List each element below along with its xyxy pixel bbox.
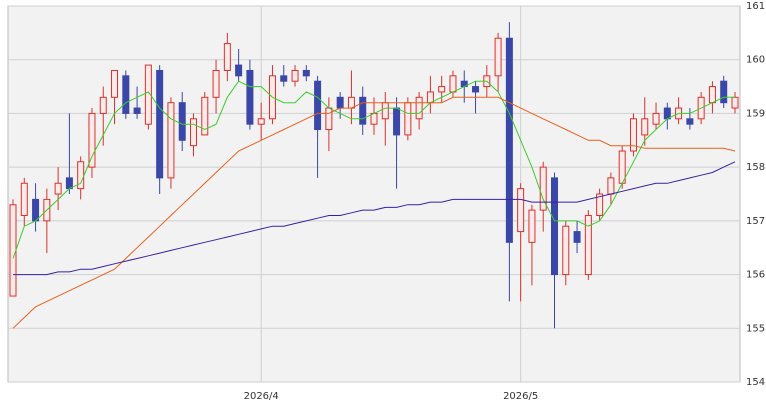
candle-body bbox=[663, 107, 671, 120]
candle-body bbox=[731, 96, 739, 109]
candle-body bbox=[404, 102, 412, 136]
y-tick-label: 156 bbox=[746, 270, 765, 281]
candle-body bbox=[88, 112, 96, 168]
candle-body bbox=[551, 177, 558, 276]
candle-body bbox=[99, 96, 107, 114]
candle-body bbox=[144, 64, 152, 125]
candle-body bbox=[562, 225, 570, 276]
candle-body bbox=[9, 204, 17, 297]
candle-body bbox=[302, 69, 310, 77]
candle-body bbox=[415, 96, 423, 120]
candle-body bbox=[314, 80, 322, 131]
candle-body bbox=[347, 96, 355, 109]
candle-body bbox=[584, 214, 592, 276]
candle-body bbox=[573, 231, 581, 243]
candle-body bbox=[20, 182, 28, 216]
y-tick-label: 160 bbox=[746, 55, 765, 66]
x-tick-label: 2026/5 bbox=[503, 391, 538, 402]
plot-area bbox=[7, 5, 741, 383]
candle-body bbox=[336, 96, 344, 109]
candle-body bbox=[494, 37, 502, 77]
candle-body bbox=[629, 118, 637, 152]
y-tick-label: 154 bbox=[746, 377, 765, 388]
moving-average-line bbox=[13, 161, 736, 276]
candle-body bbox=[246, 69, 254, 125]
candle-body bbox=[133, 107, 141, 114]
candle-body bbox=[393, 107, 401, 136]
candle-body bbox=[708, 86, 716, 104]
candle-body bbox=[641, 118, 649, 136]
y-tick-label: 159 bbox=[746, 108, 765, 119]
y-tick-label: 155 bbox=[746, 323, 765, 334]
candle-body bbox=[223, 43, 231, 71]
candle-body bbox=[539, 166, 547, 211]
candle-body bbox=[370, 112, 378, 125]
candle-body bbox=[54, 182, 62, 195]
candle-body bbox=[505, 37, 513, 243]
candle-body bbox=[167, 102, 175, 179]
candle-body bbox=[178, 102, 186, 141]
candle-body bbox=[65, 177, 73, 190]
candle-body bbox=[111, 69, 119, 98]
candle-body bbox=[607, 177, 615, 195]
candle-body bbox=[325, 107, 333, 131]
candle-body bbox=[32, 198, 40, 222]
moving-average-line bbox=[12, 96, 736, 329]
candle-body bbox=[517, 188, 525, 233]
y-tick-label: 157 bbox=[746, 216, 765, 227]
candle-body bbox=[156, 69, 164, 179]
candle-body bbox=[438, 86, 446, 93]
candle-body bbox=[720, 80, 728, 104]
candle-body bbox=[686, 118, 694, 125]
candle-body bbox=[280, 75, 288, 82]
candle-body bbox=[449, 75, 457, 93]
x-tick-label: 2026/4 bbox=[244, 391, 279, 402]
candle-body bbox=[596, 193, 604, 216]
candle-body bbox=[235, 64, 243, 77]
candle-body bbox=[381, 102, 389, 120]
candle-body bbox=[122, 75, 130, 114]
candle-body bbox=[201, 96, 209, 136]
candle-body bbox=[528, 209, 536, 243]
candle-body bbox=[652, 112, 660, 125]
moving-average-line bbox=[12, 80, 735, 259]
candle-body bbox=[190, 118, 197, 147]
candle-body bbox=[212, 69, 220, 98]
candle-body bbox=[291, 69, 299, 82]
candle-body bbox=[257, 118, 265, 125]
candle-body bbox=[426, 91, 434, 104]
candle-body bbox=[472, 86, 480, 93]
y-tick-label: 161 bbox=[746, 1, 765, 12]
y-tick-label: 158 bbox=[746, 162, 765, 173]
candle-body bbox=[359, 96, 367, 125]
